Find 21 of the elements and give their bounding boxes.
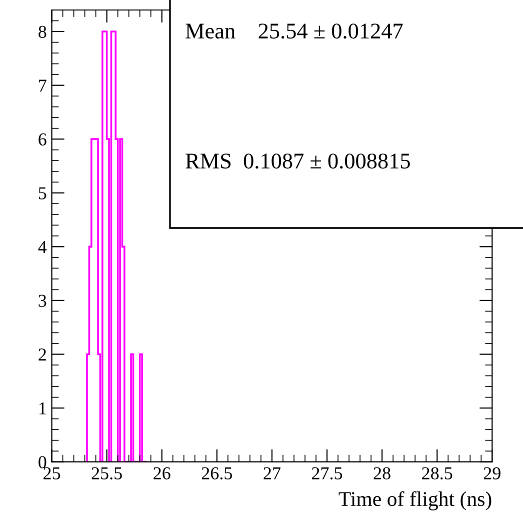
annotation: Mean 25.54 ± 0.01247 xyxy=(186,24,403,39)
y-tick-label: 2 xyxy=(38,348,46,361)
x-tick-label: 29 xyxy=(484,467,500,480)
x-tick-label: 26.5 xyxy=(202,467,232,480)
x-axis-title: Time of flight (ns) xyxy=(338,491,492,510)
y-tick-label: 3 xyxy=(38,294,46,307)
y-tick-label: 6 xyxy=(38,133,46,146)
y-tick-label: 7 xyxy=(39,80,46,92)
x-tick-label: 26 xyxy=(154,467,170,480)
x-tick-label: 25.5 xyxy=(92,467,122,480)
y-tick-label: 5 xyxy=(38,187,46,200)
y-tick-label: 4 xyxy=(38,241,47,253)
y-tick-label: 8 xyxy=(38,26,46,38)
x-tick-label: 27.5 xyxy=(312,467,342,480)
annotation: RMS 0.1087 ± 0.008815 xyxy=(186,154,410,169)
y-tick-label: 1 xyxy=(39,402,46,414)
x-tick-label: 25 xyxy=(44,467,60,480)
y-tick-label: 0 xyxy=(38,456,46,468)
x-tick-label: 28.5 xyxy=(422,467,452,480)
x-tick-label: 28 xyxy=(374,467,390,480)
x-tick-label: 27 xyxy=(264,467,280,480)
